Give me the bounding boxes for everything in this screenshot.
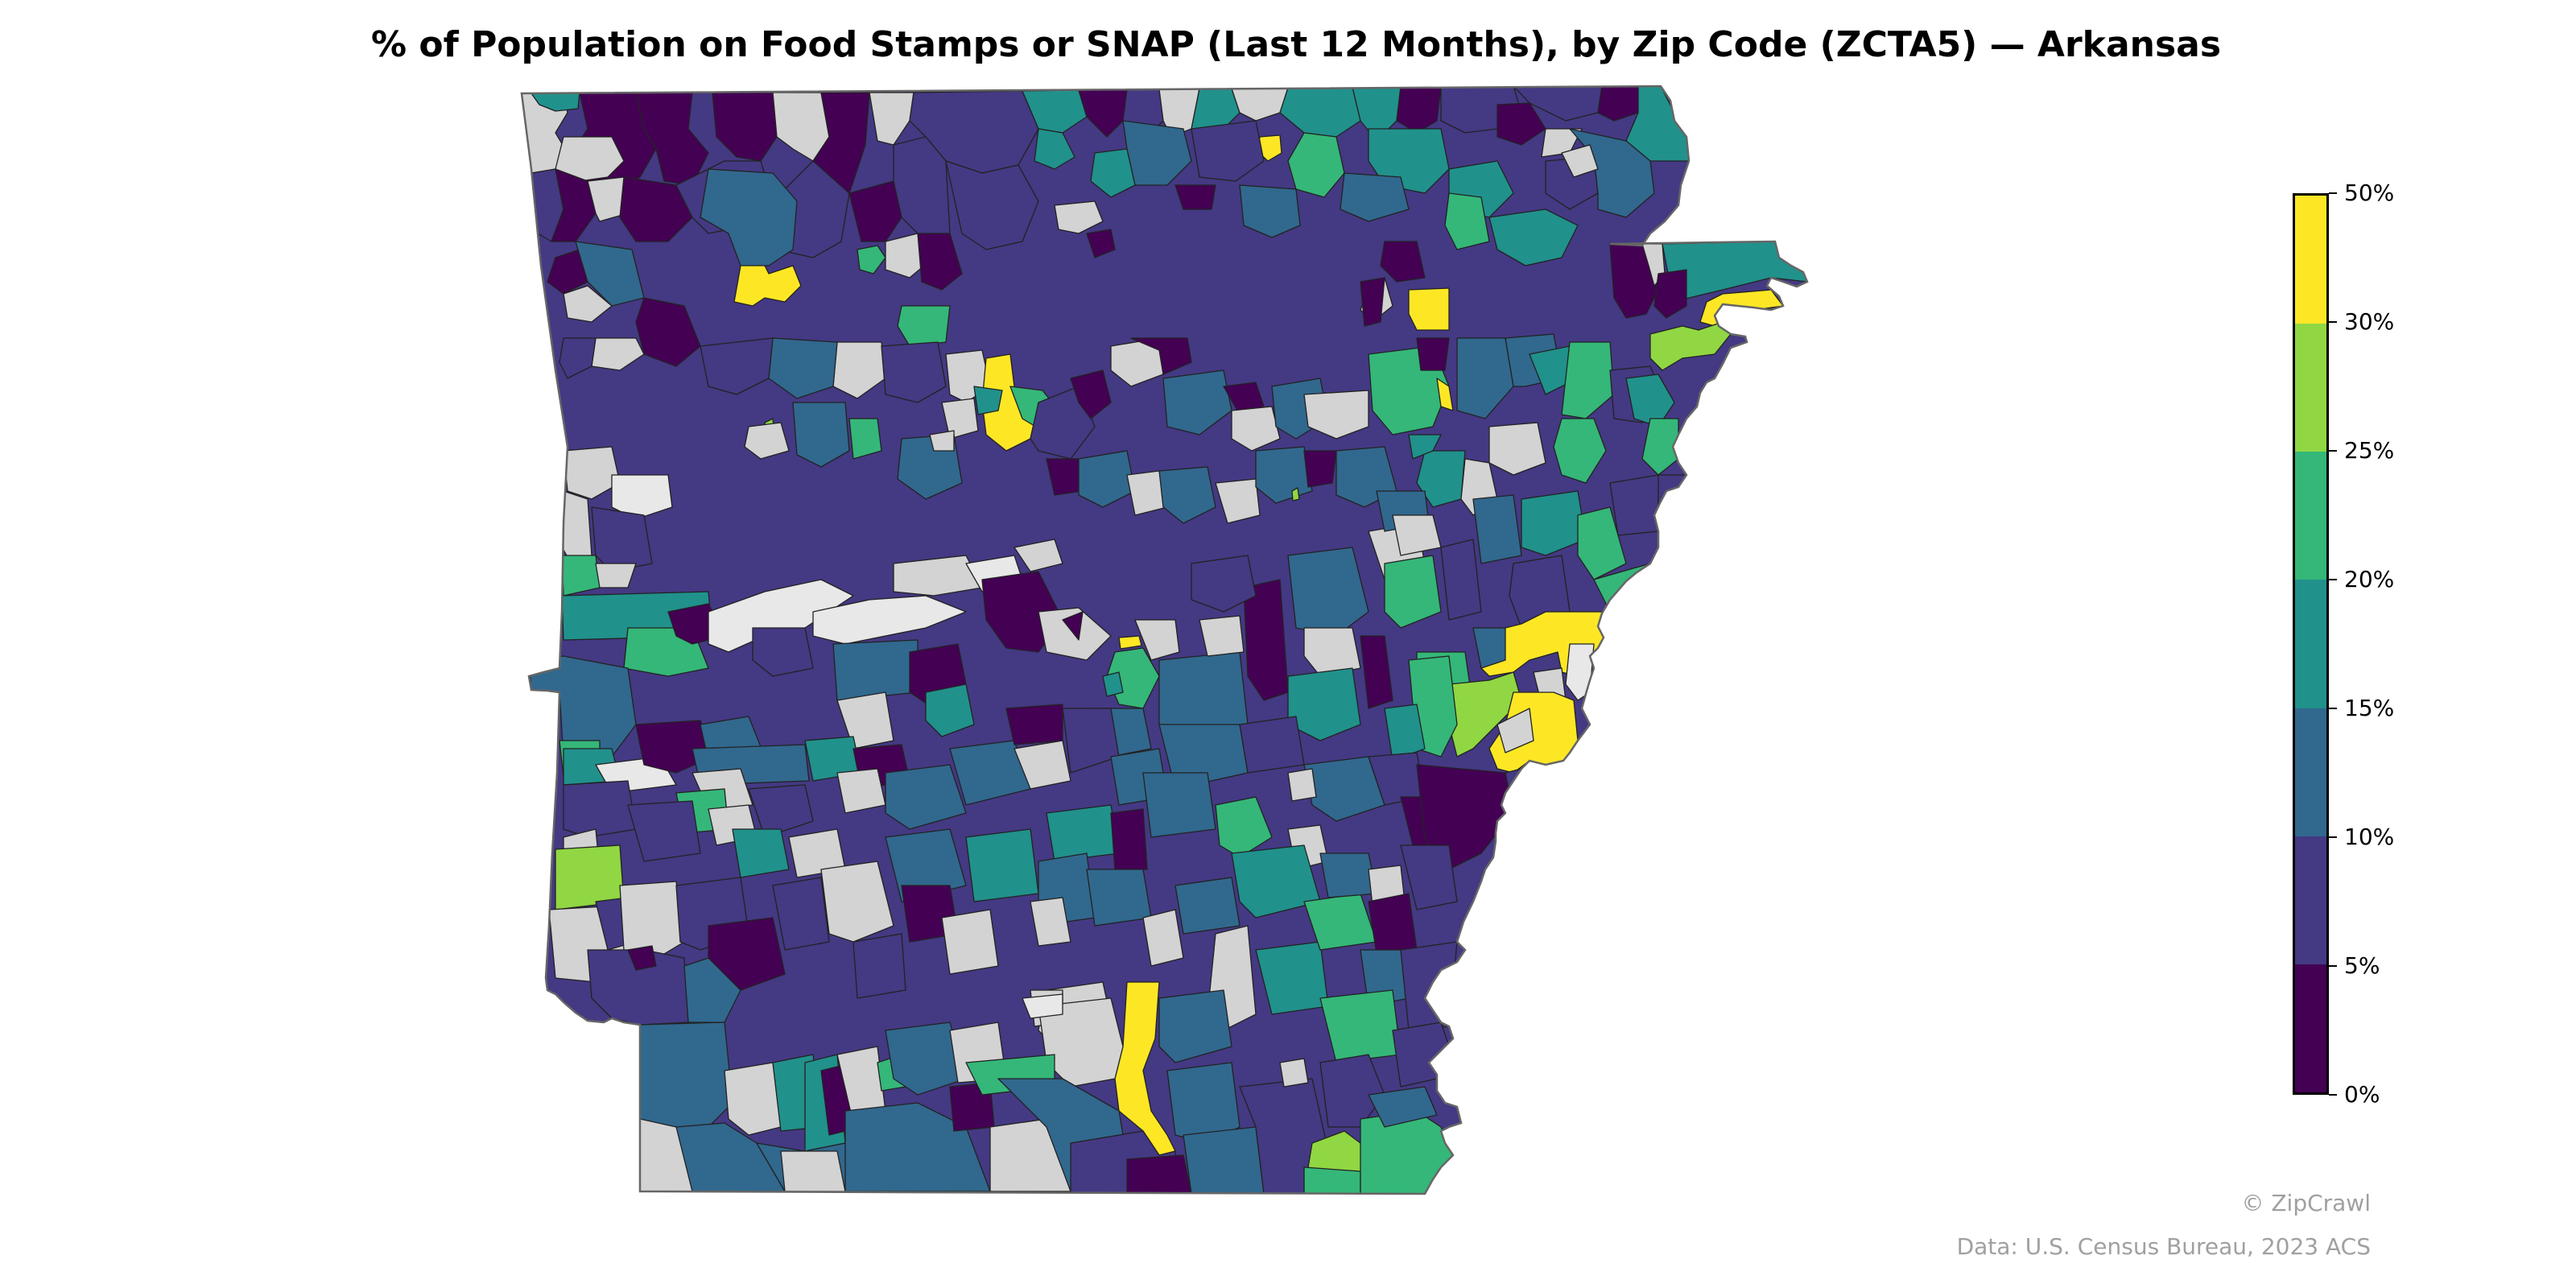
credit-text: © ZipCrawl: [2241, 1190, 2371, 1216]
colorbar-tick: [2329, 965, 2337, 967]
colorbar-label-30: 30%: [2344, 308, 2395, 335]
colorbar-label-20: 20%: [2344, 566, 2395, 592]
colorbar-bin-20-25: [2295, 452, 2326, 580]
chart-title: % of Population on Food Stamps or SNAP (…: [370, 24, 2222, 65]
colorbar-bin-5-10: [2295, 836, 2326, 964]
colorbar-tick: [2329, 579, 2337, 580]
colorbar-bin-10-15: [2295, 708, 2326, 836]
colorbar-tick: [2329, 321, 2337, 323]
colorbar-tick: [2329, 450, 2337, 452]
colorbar-label-10: 10%: [2344, 824, 2395, 850]
colorbar-label-0: 0%: [2344, 1081, 2380, 1108]
data-source-text: Data: U.S. Census Bureau, 2023 ACS: [1956, 1233, 2371, 1260]
colorbar-label-15: 15%: [2344, 695, 2395, 721]
colorbar-tick: [2329, 708, 2337, 709]
colorbar-label-25: 25%: [2344, 437, 2395, 464]
colorbar-tick: [2329, 192, 2337, 194]
zip-polygons: [522, 86, 1807, 1194]
colorbar-label-50: 50%: [2344, 180, 2395, 206]
colorbar: [2293, 193, 2329, 1095]
colorbar-bin-30-50: [2295, 196, 2326, 324]
colorbar-bin-15-20: [2295, 580, 2326, 708]
colorbar-bin-0-5: [2295, 964, 2326, 1092]
colorbar-bin-25-30: [2295, 324, 2326, 452]
colorbar-tick: [2329, 1094, 2337, 1096]
colorbar-tick: [2329, 836, 2337, 838]
colorbar-label-5: 5%: [2344, 952, 2380, 979]
